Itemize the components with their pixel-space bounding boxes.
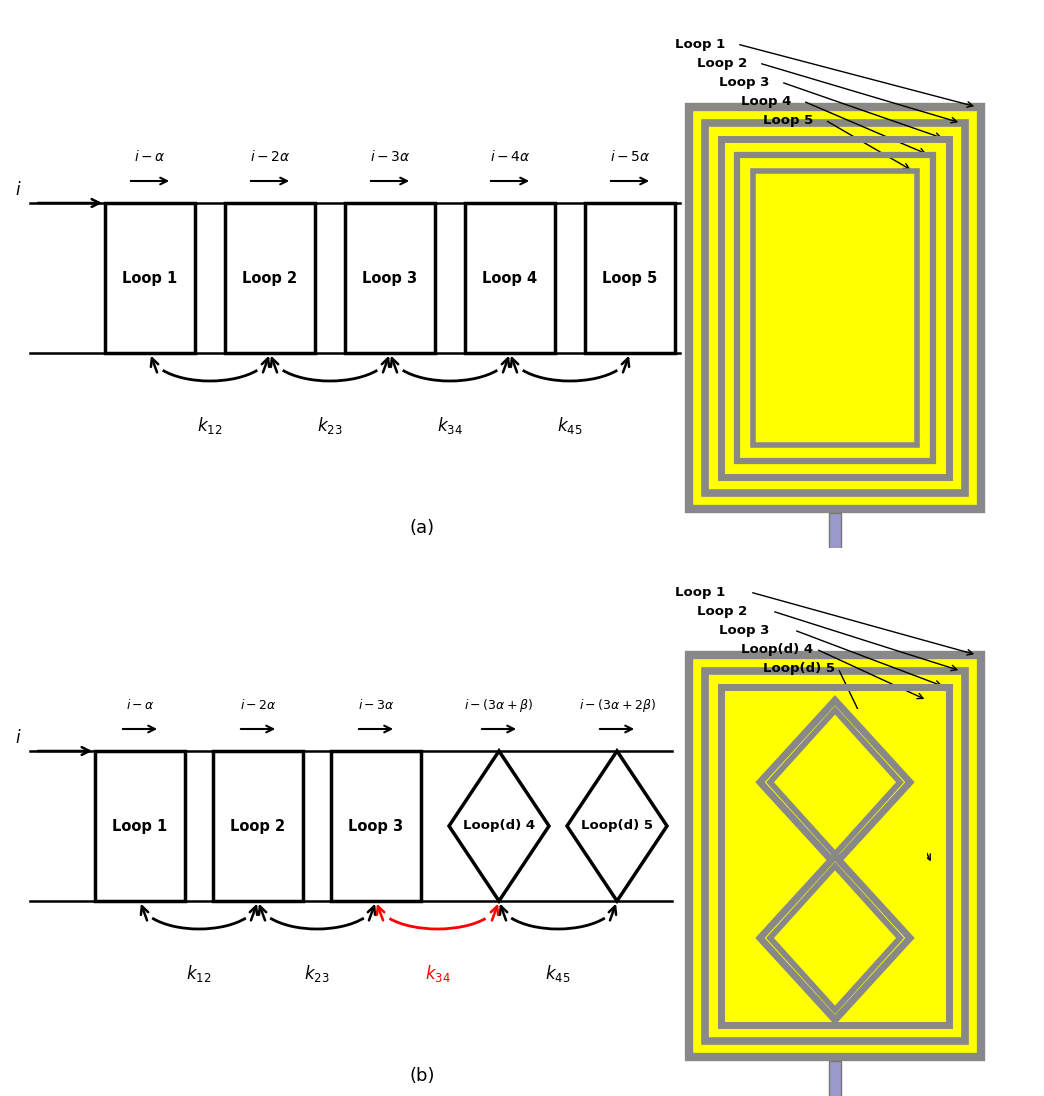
Text: (b): (b) xyxy=(409,1068,434,1085)
Text: Loop 1: Loop 1 xyxy=(675,38,726,52)
Bar xyxy=(743,709,927,1003)
Text: Loop 5: Loop 5 xyxy=(602,271,658,285)
Bar xyxy=(721,139,949,477)
Text: $k_{23}$: $k_{23}$ xyxy=(304,963,330,984)
Text: Loop 1: Loop 1 xyxy=(122,271,177,285)
Text: Loop(d) 5: Loop(d) 5 xyxy=(582,820,652,833)
Text: $i - \alpha$: $i - \alpha$ xyxy=(134,149,166,164)
Text: $k_{34}$: $k_{34}$ xyxy=(425,963,450,984)
Bar xyxy=(827,553,843,559)
Bar xyxy=(105,203,195,353)
Text: Loop 3: Loop 3 xyxy=(349,819,404,833)
Text: (a): (a) xyxy=(409,520,434,537)
Polygon shape xyxy=(770,866,900,1011)
Bar xyxy=(753,171,917,445)
Text: Loop 1: Loop 1 xyxy=(113,819,168,833)
Text: $i - 2\alpha$: $i - 2\alpha$ xyxy=(239,698,277,712)
Text: Loop(d) 4: Loop(d) 4 xyxy=(741,643,813,657)
Polygon shape xyxy=(770,710,900,854)
Text: $i - 2\alpha$: $i - 2\alpha$ xyxy=(250,149,290,164)
Bar xyxy=(705,671,965,1041)
Text: $k_{23}$: $k_{23}$ xyxy=(317,415,342,436)
Text: Loop 2: Loop 2 xyxy=(697,57,748,70)
Polygon shape xyxy=(760,700,910,865)
Bar xyxy=(213,751,303,901)
Bar xyxy=(685,651,984,1061)
Text: $k_{45}$: $k_{45}$ xyxy=(557,415,583,436)
Text: $i - \alpha$: $i - \alpha$ xyxy=(125,698,155,712)
Polygon shape xyxy=(449,751,549,901)
Polygon shape xyxy=(567,751,667,901)
Text: $i-(3\alpha+\beta)$: $i-(3\alpha+\beta)$ xyxy=(465,697,533,713)
Text: Loop 4: Loop 4 xyxy=(741,95,791,109)
Bar xyxy=(689,107,981,509)
Bar xyxy=(331,751,421,901)
Bar xyxy=(95,751,185,901)
Bar xyxy=(829,513,841,553)
Bar xyxy=(685,103,984,513)
Text: Loop 2: Loop 2 xyxy=(697,605,748,618)
Text: Loop 2: Loop 2 xyxy=(231,819,286,833)
Text: $i - 4\alpha$: $i - 4\alpha$ xyxy=(490,149,530,164)
Text: Loop(d) 5: Loop(d) 5 xyxy=(763,662,835,675)
Text: $i$: $i$ xyxy=(15,729,21,747)
Bar xyxy=(829,1061,841,1096)
Text: Loop 5: Loop 5 xyxy=(763,114,813,127)
Bar xyxy=(226,203,315,353)
Bar xyxy=(737,155,933,461)
Bar xyxy=(465,203,555,353)
Bar xyxy=(721,687,949,1025)
Text: Loop(d) 4: Loop(d) 4 xyxy=(462,820,536,833)
Bar xyxy=(705,123,965,493)
Text: Loop 3: Loop 3 xyxy=(719,76,769,89)
Text: $k_{12}$: $k_{12}$ xyxy=(187,963,212,984)
Text: $i - 3\alpha$: $i - 3\alpha$ xyxy=(370,149,410,164)
Text: Loop 2: Loop 2 xyxy=(242,271,298,285)
Text: $k_{12}$: $k_{12}$ xyxy=(197,415,222,436)
Text: $i-(3\alpha+2\beta)$: $i-(3\alpha+2\beta)$ xyxy=(578,697,656,713)
Text: Loop 4: Loop 4 xyxy=(482,271,538,285)
Text: Loop 3: Loop 3 xyxy=(719,624,769,637)
Text: $i$: $i$ xyxy=(15,181,21,199)
Text: Loop 3: Loop 3 xyxy=(362,271,418,285)
Text: $k_{34}$: $k_{34}$ xyxy=(437,415,462,436)
Text: $i - 3\alpha$: $i - 3\alpha$ xyxy=(358,698,395,712)
Text: $k_{45}$: $k_{45}$ xyxy=(545,963,571,984)
Text: Loop 1: Loop 1 xyxy=(675,586,726,600)
Bar xyxy=(689,655,981,1057)
Bar xyxy=(585,203,675,353)
Bar xyxy=(345,203,435,353)
Text: $i - 5\alpha$: $i - 5\alpha$ xyxy=(610,149,650,164)
Polygon shape xyxy=(760,856,910,1020)
Bar xyxy=(775,193,895,423)
